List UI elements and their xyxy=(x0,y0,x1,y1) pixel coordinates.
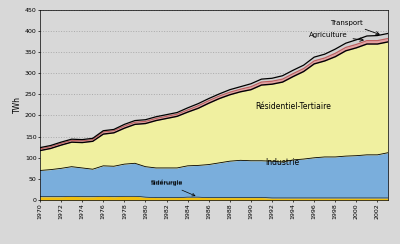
Text: Sidérurgle: Sidérurgle xyxy=(150,181,195,196)
Text: Agriculture: Agriculture xyxy=(309,32,363,41)
Y-axis label: TWh: TWh xyxy=(13,96,22,113)
Text: Transport: Transport xyxy=(330,20,379,35)
Text: Sidérurgle: Sidérurgle xyxy=(150,180,183,185)
Text: Résidentiel-Tertiaire: Résidentiel-Tertiaire xyxy=(255,102,331,111)
Text: Industrie: Industrie xyxy=(266,158,300,167)
